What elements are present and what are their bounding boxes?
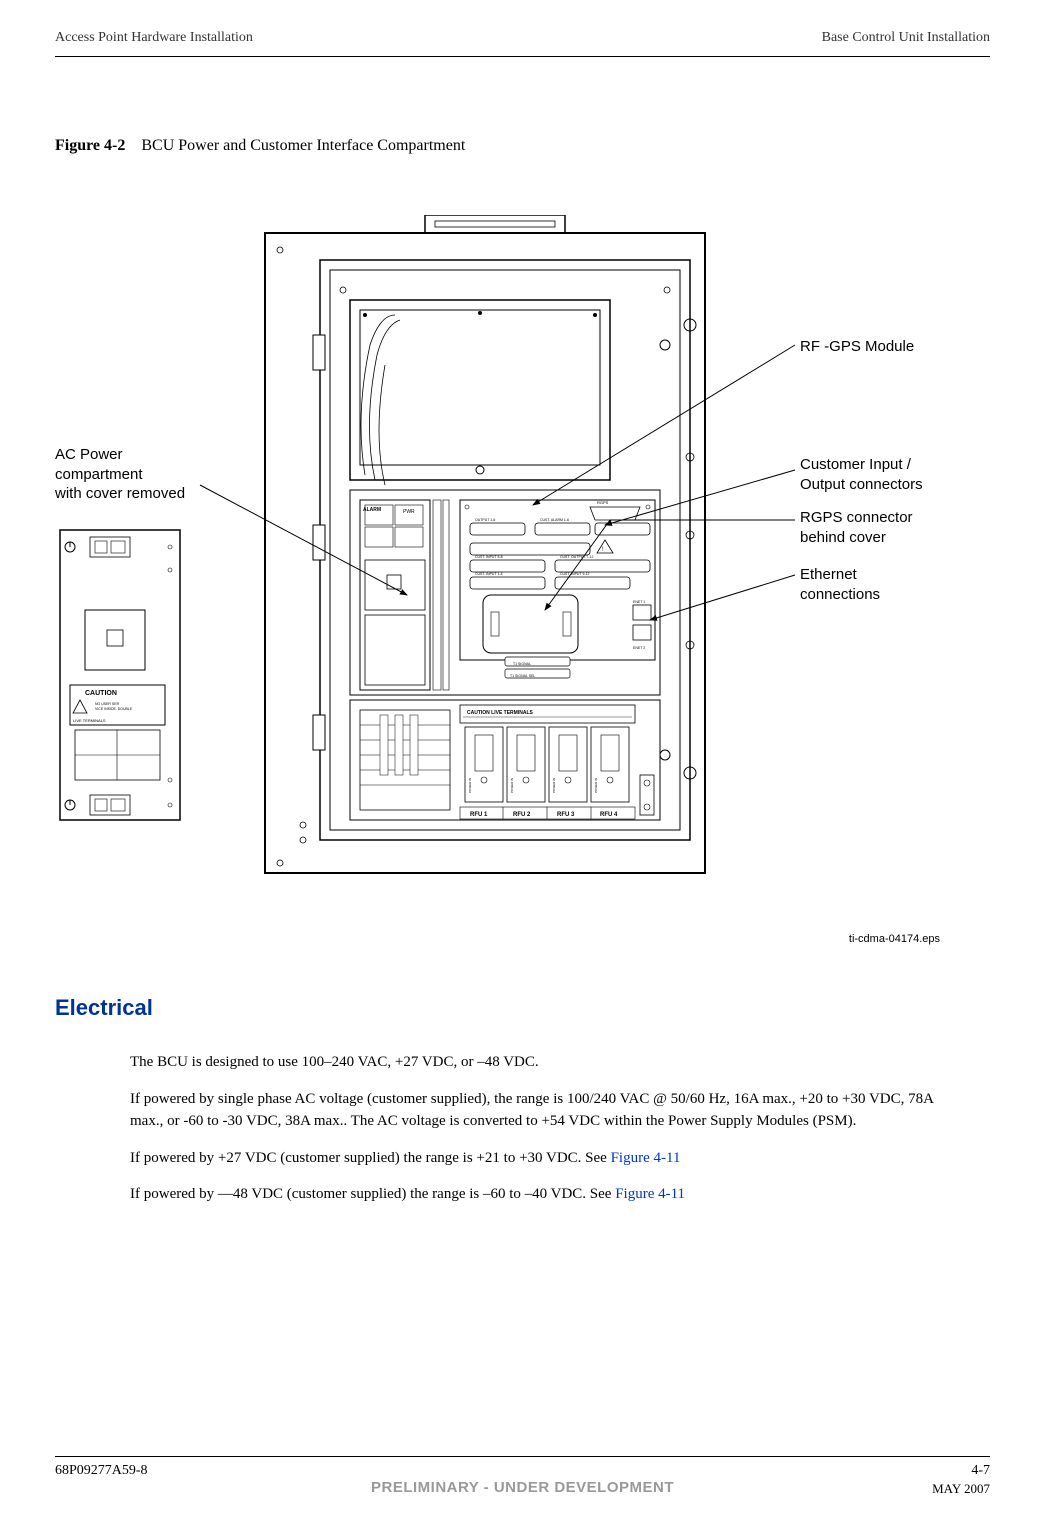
link-figure-4-11-b[interactable]: Figure 4-11: [615, 1186, 685, 1202]
footer-rule: [55, 1456, 990, 1457]
footer-page-num: 4-7: [971, 1463, 990, 1479]
page-footer: 68P09277A59-8 4-7 PRELIMINARY - UNDER DE…: [55, 1456, 990, 1497]
callout-ac-power-text: AC Powercompartmentwith cover removed: [55, 446, 185, 502]
section-heading-electrical: Electrical: [55, 995, 990, 1021]
svg-text:CUST. ALARM 1-6: CUST. ALARM 1-6: [540, 518, 569, 522]
svg-text:RFU 1: RFU 1: [470, 812, 488, 818]
callout-ethernet-text: Ethernetconnections: [800, 566, 880, 603]
svg-text:RGPS: RGPS: [597, 500, 609, 505]
svg-text:T1 SIGNAL SEL: T1 SIGNAL SEL: [510, 674, 535, 678]
figure-number: Figure 4-2: [55, 137, 125, 154]
callout-rgps: RGPS connectorbehind cover: [800, 508, 913, 547]
svg-text:RFU 3: RFU 3: [557, 812, 575, 818]
svg-text:T1 SIGNAL: T1 SIGNAL: [513, 662, 531, 666]
header-left: Access Point Hardware Installation: [55, 30, 253, 46]
svg-text:RFU 4: RFU 4: [600, 812, 618, 818]
footer-date: MAY 2007: [932, 1481, 990, 1497]
para-4: If powered by —48 VDC (customer supplied…: [130, 1183, 960, 1206]
svg-text:RFU 2: RFU 2: [513, 812, 531, 818]
svg-text:CUST. INPUT 1-4: CUST. INPUT 1-4: [475, 572, 503, 576]
para-4-text: If powered by —48 VDC (customer supplied…: [130, 1186, 615, 1202]
svg-text:CUST. INPUT 9-12: CUST. INPUT 9-12: [560, 572, 590, 576]
callout-ethernet: Ethernetconnections: [800, 565, 880, 604]
svg-text:PWR: PWR: [403, 509, 415, 515]
callout-rf-gps-text: RF -GPS Module: [800, 338, 914, 355]
para-2: If powered by single phase AC voltage (c…: [130, 1088, 960, 1133]
footer-doc-id: 68P09277A59-8: [55, 1463, 148, 1479]
ac-panel-inset: CAUTION NO USER SER VICE INSIDE. DOUBLE …: [55, 525, 195, 825]
svg-text:CAUTION: CAUTION: [85, 690, 117, 697]
header-rule: [55, 56, 990, 57]
svg-text:LIVE TERMINALS: LIVE TERMINALS: [73, 718, 106, 723]
svg-text:CAUTION LIVE TERMINALS: CAUTION LIVE TERMINALS: [467, 710, 533, 716]
figure-title: BCU Power and Customer Interface Compart…: [141, 137, 465, 154]
callout-rf-gps: RF -GPS Module: [800, 337, 914, 357]
para-3-text: If powered by +27 VDC (customer supplied…: [130, 1150, 611, 1166]
svg-text:ALARM: ALARM: [363, 507, 381, 513]
link-figure-4-11-a[interactable]: Figure 4-11: [611, 1150, 681, 1166]
svg-text:CUST. OUTPUT 7-12: CUST. OUTPUT 7-12: [560, 555, 593, 559]
callout-ac-power: AC Powercompartmentwith cover removed: [55, 445, 215, 504]
svg-text:POWER IN: POWER IN: [552, 778, 556, 793]
page-header: Access Point Hardware Installation Base …: [55, 30, 990, 46]
callout-customer-io: Customer Input /Output connectors: [800, 455, 923, 494]
callout-customer-io-text: Customer Input /Output connectors: [800, 456, 923, 493]
svg-text:OUTPUT 1-6: OUTPUT 1-6: [475, 518, 495, 522]
svg-text:POWER IN: POWER IN: [594, 778, 598, 793]
svg-text:VICE INSIDE. DOUBLE: VICE INSIDE. DOUBLE: [95, 707, 133, 711]
svg-text:POWER IN: POWER IN: [510, 778, 514, 793]
header-right: Base Control Unit Installation: [822, 30, 990, 46]
svg-text:POWER IN: POWER IN: [468, 778, 472, 793]
figure-caption: Figure 4-2 BCU Power and Customer Interf…: [55, 137, 990, 155]
svg-text:ENET 2: ENET 2: [633, 646, 645, 650]
svg-text:CUST. INPUT 5-8: CUST. INPUT 5-8: [475, 555, 503, 559]
svg-text:NO USER SER: NO USER SER: [95, 702, 120, 706]
bcu-diagram: ALARM PWR RGPS OUTPUT 1-6 CUST. ALARM 1-…: [235, 215, 715, 895]
para-1: The BCU is designed to use 100–240 VAC, …: [130, 1051, 960, 1074]
eps-filename: ti-cdma-04174.eps: [849, 933, 940, 945]
callout-rgps-text: RGPS connectorbehind cover: [800, 509, 913, 546]
svg-text:ENET 1: ENET 1: [633, 600, 645, 604]
footer-status: PRELIMINARY - UNDER DEVELOPMENT: [371, 1479, 674, 1496]
diagram-container: ALARM PWR RGPS OUTPUT 1-6 CUST. ALARM 1-…: [55, 215, 990, 935]
para-3: If powered by +27 VDC (customer supplied…: [130, 1147, 960, 1170]
